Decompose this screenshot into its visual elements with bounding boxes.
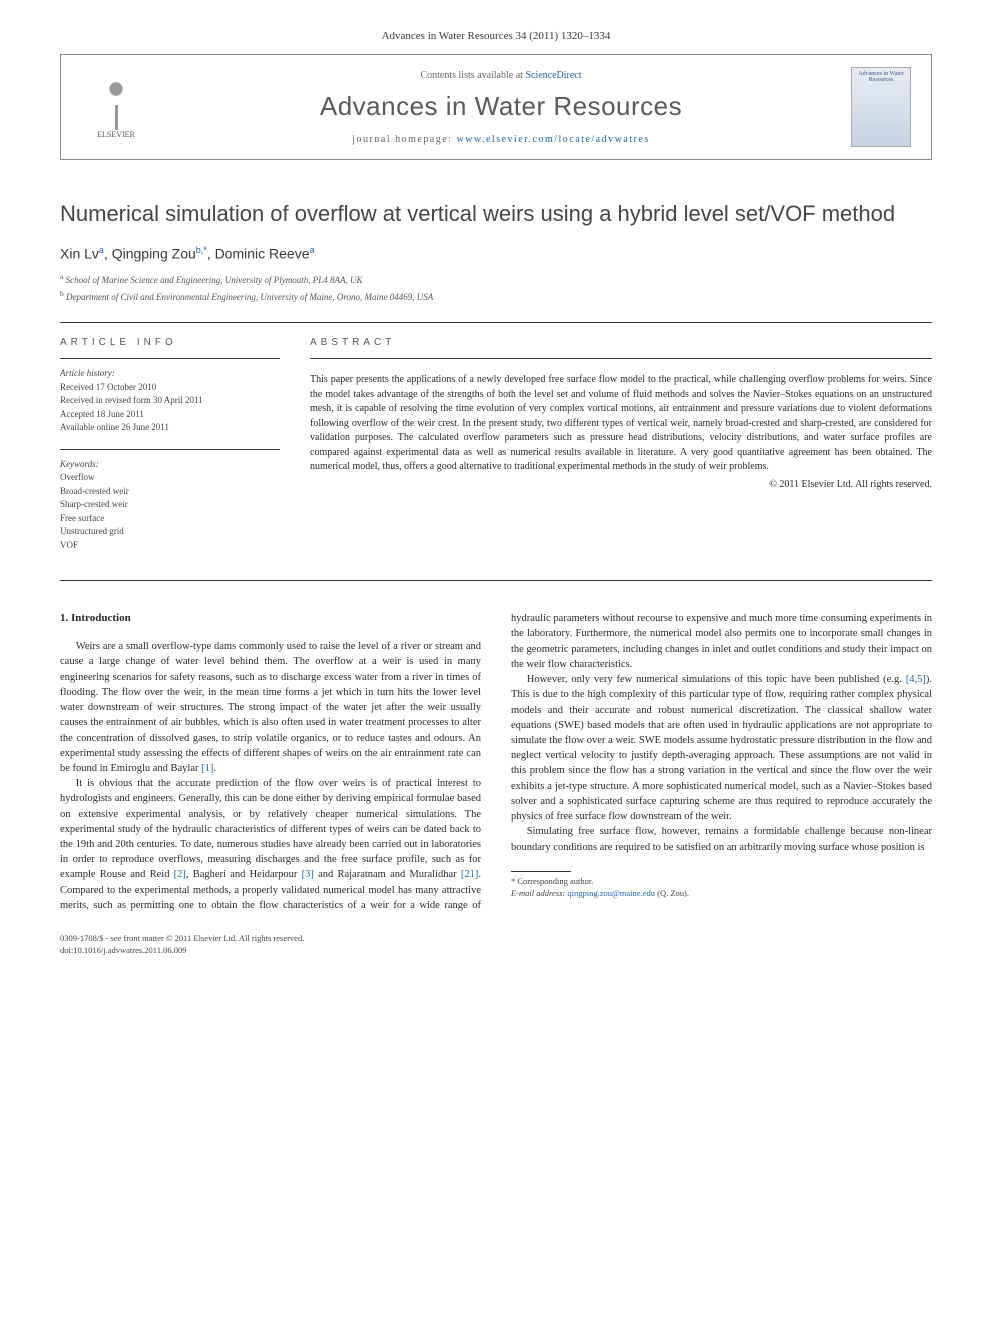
author-email-link[interactable]: qingping.zou@maine.edu [567, 888, 655, 898]
body-para: However, only very few numerical simulat… [511, 672, 932, 824]
keywords-header: Keywords: [60, 458, 280, 472]
keywords-block: Keywords: Overflow Broad-crested weir Sh… [60, 450, 280, 553]
keyword: Sharp-crested weir [60, 498, 280, 512]
history-online: Available online 26 June 2011 [60, 421, 280, 435]
rule-bottom [60, 580, 932, 581]
footer-left: 0309-1708/$ - see front matter © 2011 El… [60, 933, 304, 957]
history-header: Article history: [60, 367, 280, 381]
article-info-column: ARTICLE INFO Article history: Received 1… [60, 323, 280, 566]
sciencedirect-link[interactable]: ScienceDirect [525, 70, 581, 81]
affiliation-b: b Department of Civil and Environmental … [60, 288, 932, 305]
history-accepted: Accepted 18 June 2011 [60, 408, 280, 422]
doi-line: doi:10.1016/j.advwatres.2011.06.009 [60, 945, 304, 957]
journal-title: Advances in Water Resources [151, 91, 851, 122]
history-received: Received 17 October 2010 [60, 381, 280, 395]
article-info-label: ARTICLE INFO [60, 323, 280, 358]
homepage-link[interactable]: www.elsevier.com/locate/advwatres [456, 134, 649, 145]
homepage-prefix: journal homepage: [352, 134, 456, 145]
affiliations: a School of Marine Science and Engineeri… [60, 271, 932, 304]
affiliation-a: a School of Marine Science and Engineeri… [60, 271, 932, 288]
issn-line: 0309-1708/$ - see front matter © 2011 El… [60, 933, 304, 945]
contents-line: Contents lists available at ScienceDirec… [151, 70, 851, 81]
journal-cover-thumbnail: Advances in Water Resources [851, 67, 911, 147]
abstract-text: This paper presents the applications of … [310, 359, 932, 475]
body-text: 1. Introduction Weirs are a small overfl… [60, 611, 932, 913]
body-para: Simulating free surface flow, however, r… [511, 824, 932, 854]
footnote-block: * Corresponding author. E-mail address: … [511, 871, 932, 900]
keyword: Broad-crested weir [60, 485, 280, 499]
keyword: Free surface [60, 512, 280, 526]
page-footer: 0309-1708/$ - see front matter © 2011 El… [60, 933, 932, 957]
email-footnote: E-mail address: qingping.zou@maine.edu (… [511, 888, 932, 900]
corresponding-author-note: * Corresponding author. [511, 876, 932, 888]
section-heading-intro: 1. Introduction [60, 611, 481, 627]
abstract-copyright: © 2011 Elsevier Ltd. All rights reserved… [310, 479, 932, 490]
email-label: E-mail address: [511, 888, 565, 898]
journal-header-box: ELSEVIER Contents lists available at Sci… [60, 54, 932, 160]
elsevier-logo: ELSEVIER [81, 67, 151, 147]
abstract-column: ABSTRACT This paper presents the applica… [310, 323, 932, 566]
abstract-label: ABSTRACT [310, 323, 932, 358]
homepage-line: journal homepage: www.elsevier.com/locat… [151, 134, 851, 145]
journal-reference: Advances in Water Resources 34 (2011) 13… [60, 30, 932, 42]
contents-prefix: Contents lists available at [420, 70, 525, 81]
elsevier-tree-icon [91, 75, 141, 130]
author-list: Xin Lva, Qingping Zoub,*, Dominic Reevea [60, 245, 932, 262]
publisher-name: ELSEVIER [97, 130, 135, 139]
article-title: Numerical simulation of overflow at vert… [60, 200, 932, 229]
email-who: (Q. Zou). [657, 888, 689, 898]
keyword: Overflow [60, 471, 280, 485]
footnote-separator [511, 871, 571, 872]
history-revised: Received in revised form 30 April 2011 [60, 394, 280, 408]
header-center: Contents lists available at ScienceDirec… [151, 70, 851, 145]
body-para: Weirs are a small overflow-type dams com… [60, 639, 481, 776]
keyword: Unstructured grid [60, 525, 280, 539]
keyword: VOF [60, 539, 280, 553]
article-history: Article history: Received 17 October 201… [60, 359, 280, 435]
info-abstract-row: ARTICLE INFO Article history: Received 1… [60, 323, 932, 566]
